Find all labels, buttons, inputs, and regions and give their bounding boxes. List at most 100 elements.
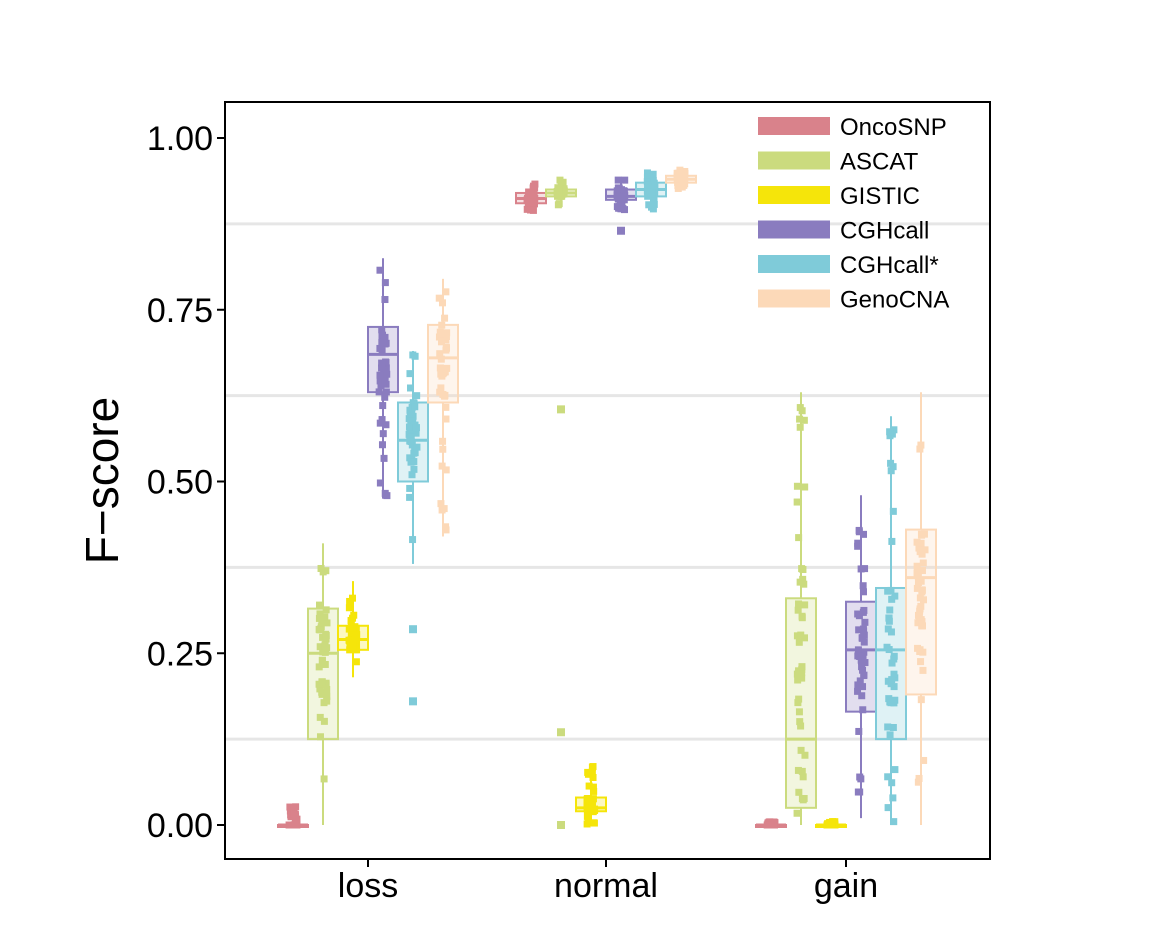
data-point [855, 528, 863, 536]
data-point [441, 314, 449, 322]
box-CGHcall-normal [605, 176, 637, 235]
data-point [614, 176, 622, 184]
box-CGHcall*-gain [875, 416, 907, 826]
plot-frame [224, 101, 991, 860]
data-point [379, 402, 387, 410]
data-point [408, 471, 416, 479]
data-point [680, 175, 688, 183]
box-CGHcall*-loss [397, 350, 429, 706]
data-point [679, 170, 687, 178]
data-point [648, 189, 656, 197]
data-point [439, 445, 447, 453]
box-CGHcall*-normal [635, 169, 667, 213]
data-point [797, 631, 805, 639]
y-axis-title: F−score [76, 397, 128, 564]
legend-swatch [758, 289, 830, 308]
data-point [915, 774, 923, 782]
legend-label: CGHcall [840, 218, 929, 245]
data-point [794, 676, 802, 684]
data-point [442, 343, 450, 351]
data-point [322, 630, 330, 638]
data-point [793, 482, 801, 490]
data-point [437, 355, 445, 363]
data-point [801, 751, 809, 759]
x-tick-label-loss: loss [338, 867, 398, 905]
data-point [438, 338, 446, 346]
data-point [918, 588, 926, 596]
data-point [379, 331, 387, 339]
data-point [799, 773, 807, 781]
data-point [890, 818, 898, 826]
data-point [917, 539, 925, 547]
data-point [349, 624, 357, 632]
data-point [321, 660, 329, 668]
data-point [650, 195, 658, 203]
data-point [890, 426, 898, 434]
data-point [793, 670, 801, 678]
data-point [585, 782, 593, 790]
data-point [292, 814, 300, 822]
data-point [795, 708, 803, 716]
data-point [884, 773, 892, 781]
outlier-point [409, 625, 417, 634]
data-point [797, 746, 805, 754]
data-point [884, 804, 892, 812]
data-point [860, 648, 868, 656]
data-point [859, 625, 867, 633]
data-point [674, 175, 682, 183]
data-point [319, 648, 327, 656]
data-point [884, 723, 892, 731]
data-point [435, 294, 443, 302]
data-point [406, 437, 414, 445]
data-point [621, 176, 629, 184]
data-point [345, 604, 353, 612]
x-tick-label-normal: normal [554, 867, 658, 905]
data-point [383, 370, 391, 378]
data-point [378, 441, 386, 449]
legend-swatch [758, 220, 830, 239]
box-GISTIC-normal [575, 763, 607, 828]
data-point [410, 449, 418, 457]
data-point [379, 430, 387, 438]
data-point [286, 803, 294, 811]
data-point [800, 580, 808, 588]
box-GenoCNA-normal [665, 166, 697, 192]
data-point [588, 763, 596, 771]
legend-item-CGHcall*: CGHcall* [758, 252, 939, 279]
data-point [680, 181, 688, 189]
data-point [412, 424, 420, 432]
data-point [889, 723, 897, 731]
data-point [919, 559, 927, 567]
data-point [887, 459, 895, 467]
data-point [413, 392, 421, 400]
data-point [920, 756, 928, 764]
data-point [320, 717, 328, 725]
data-point [619, 205, 627, 213]
data-point [795, 600, 803, 608]
data-point [796, 423, 804, 431]
data-point [438, 321, 446, 329]
y-tick-label: 0.00 [147, 807, 213, 845]
data-point [321, 641, 329, 649]
data-point [891, 696, 899, 704]
data-point [407, 458, 415, 466]
data-point [377, 382, 385, 390]
data-point [886, 731, 894, 739]
data-point [858, 663, 866, 671]
box-GISTIC-loss [337, 581, 369, 678]
data-point [888, 779, 896, 787]
data-point [438, 299, 446, 307]
data-point [382, 388, 390, 396]
data-point [406, 454, 414, 462]
data-point [321, 613, 329, 621]
data-point [795, 788, 803, 796]
data-point [378, 364, 386, 372]
data-point [795, 638, 803, 646]
data-point [798, 674, 806, 682]
legend-swatch [758, 255, 830, 273]
data-point [405, 423, 413, 431]
x-axis: loss normal gain [338, 859, 878, 905]
data-point [554, 201, 562, 209]
data-point [589, 773, 597, 781]
data-point [320, 775, 328, 783]
